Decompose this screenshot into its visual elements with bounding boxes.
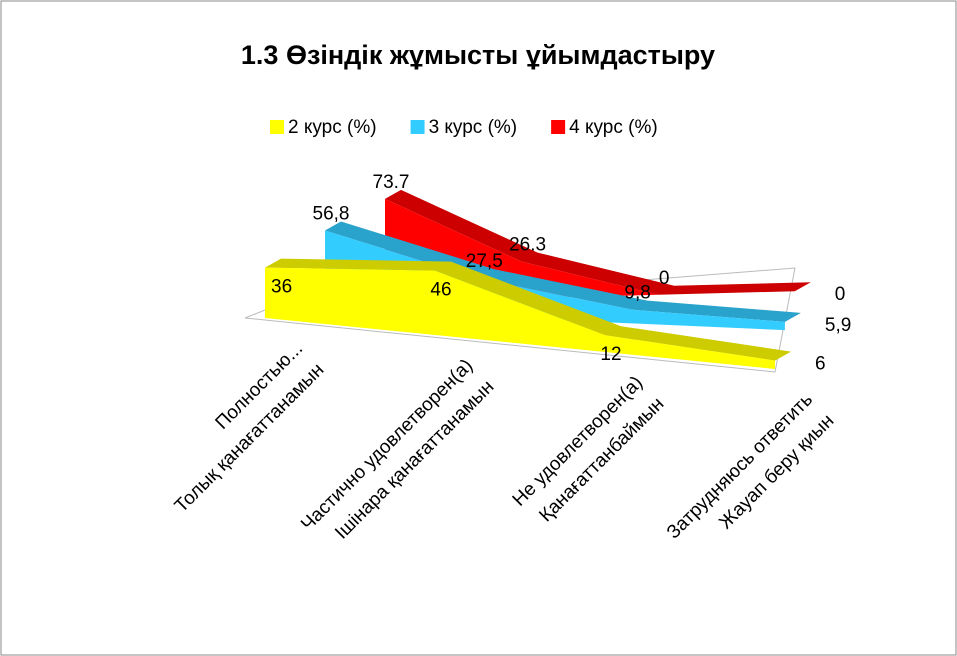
legend-swatch <box>410 120 425 134</box>
legend-label: 2 курс (%) <box>288 117 377 138</box>
ribbon-top <box>385 189 811 295</box>
legend-label: 3 курс (%) <box>429 117 518 138</box>
data-label: 46 <box>430 280 451 301</box>
data-label: 73.7 <box>373 172 410 193</box>
data-label: 0 <box>659 268 670 289</box>
legend: 2 курс (%) 3 курс (%) 4 курс (%) <box>270 117 658 138</box>
legend-swatch <box>551 120 566 134</box>
data-label: 36 <box>271 277 292 298</box>
chart-title: 1.3 Өзіндік жұмысты ұйымдастыру <box>241 40 715 70</box>
ribbon-top <box>265 258 791 361</box>
data-label: 5,9 <box>825 315 851 336</box>
ribbon <box>265 267 775 369</box>
ribbon-top <box>325 221 801 322</box>
legend-swatch <box>270 120 284 134</box>
data-label: 26.3 <box>509 235 546 256</box>
data-label: 12 <box>600 344 621 365</box>
data-label: 0 <box>835 284 846 305</box>
data-label: 9,8 <box>624 283 650 304</box>
legend-label: 4 курс (%) <box>569 117 658 138</box>
data-label: 56,8 <box>313 203 350 224</box>
data-label: 27,5 <box>466 251 503 272</box>
data-label: 6 <box>815 354 826 375</box>
